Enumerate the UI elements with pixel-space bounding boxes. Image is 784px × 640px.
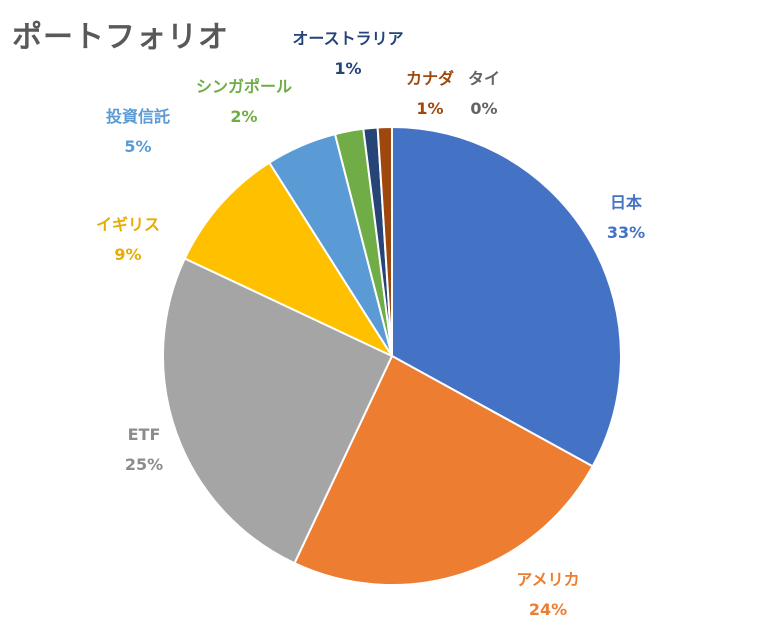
slice-percent-label: 33%: [607, 223, 645, 242]
slice-percent-label: 24%: [529, 600, 567, 619]
slice-percent-label: 2%: [230, 107, 257, 126]
slice-name-label: アメリカ: [516, 570, 579, 589]
slice-percent-label: 1%: [416, 99, 443, 118]
pie-slice: [293, 354, 595, 586]
pie-slice: [391, 125, 622, 468]
slice-name-label: タイ: [468, 69, 500, 88]
slice-name-label: イギリス: [96, 215, 160, 234]
slice-name-label: オーストラリア: [292, 29, 403, 48]
pie-slice: [183, 161, 395, 359]
slice-percent-label: 5%: [124, 137, 151, 156]
slice-percent-label: 25%: [125, 455, 163, 474]
slice-percent-label: 1%: [334, 59, 361, 78]
chart-title: ポートフォリオ: [12, 20, 229, 55]
slice-name-label: ETF: [128, 425, 161, 444]
slice-percent-label: 9%: [114, 245, 141, 264]
slice-name-label: シンガポール: [196, 77, 292, 96]
slice-percent-label: 0%: [470, 99, 497, 118]
slice-name-label: カナダ: [406, 69, 454, 88]
slice-name-label: 投資信託: [106, 107, 170, 126]
pie-slice: [162, 257, 394, 565]
slice-name-label: 日本: [610, 193, 642, 212]
pie-slice: [376, 125, 393, 357]
